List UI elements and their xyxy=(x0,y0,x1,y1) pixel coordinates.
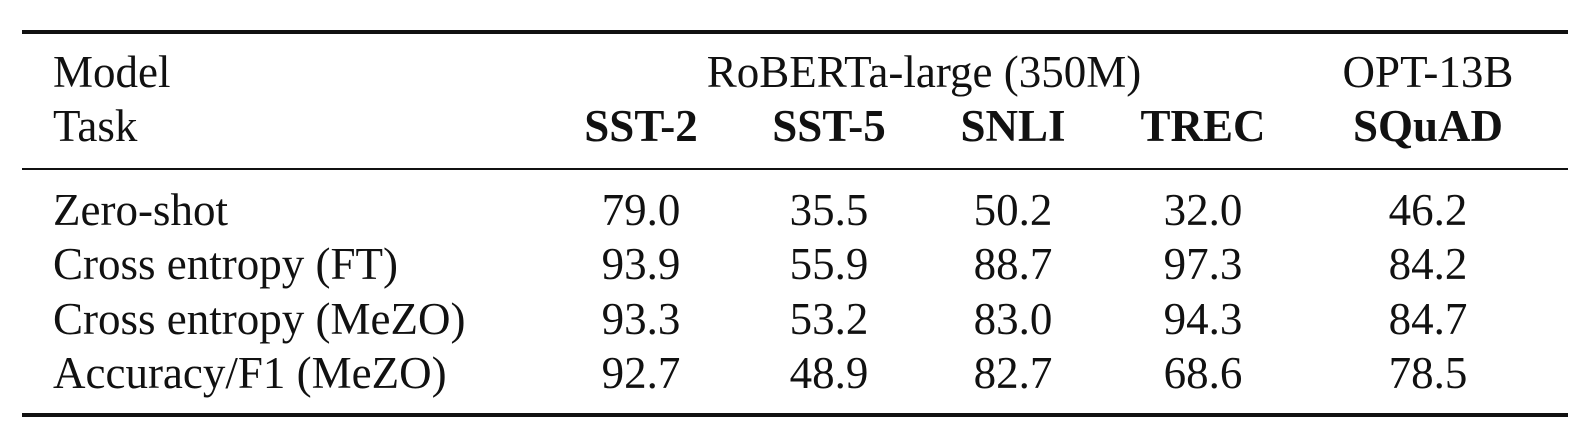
table-cell: 97.3 xyxy=(1163,239,1243,289)
row-label: Accuracy/F1 (MeZO) xyxy=(53,348,447,398)
table-cell: 55.9 xyxy=(789,239,869,289)
table-cell: 92.7 xyxy=(601,348,681,398)
bottom-rule xyxy=(22,413,1568,417)
opt-group-header: OPT-13B xyxy=(1342,47,1514,97)
task-sst2-header: SST-2 xyxy=(584,101,698,151)
table-cell: 84.2 xyxy=(1388,239,1468,289)
table-cell: 82.7 xyxy=(973,348,1053,398)
task-sst5-header: SST-5 xyxy=(772,101,886,151)
task-snli-header: SNLI xyxy=(960,101,1066,151)
table-cell: 50.2 xyxy=(973,185,1053,235)
table-cell: 68.6 xyxy=(1163,348,1243,398)
table-cell: 79.0 xyxy=(601,185,681,235)
table-cell: 93.3 xyxy=(601,294,681,344)
table-cell: 93.9 xyxy=(601,239,681,289)
table-cell: 53.2 xyxy=(789,294,869,344)
table-cell: 83.0 xyxy=(973,294,1053,344)
model-header: Model xyxy=(53,47,171,97)
header-rule xyxy=(22,168,1568,170)
table-cell: 84.7 xyxy=(1388,294,1468,344)
table-cell: 94.3 xyxy=(1163,294,1243,344)
table-cell: 48.9 xyxy=(789,348,869,398)
top-rule xyxy=(22,30,1568,34)
table-cell: 88.7 xyxy=(973,239,1053,289)
task-header: Task xyxy=(53,101,138,151)
roberta-group-header: RoBERTa-large (350M) xyxy=(706,47,1142,97)
table-cell: 35.5 xyxy=(789,185,869,235)
task-squad-header: SQuAD xyxy=(1352,101,1504,151)
row-label: Cross entropy (FT) xyxy=(53,239,398,289)
row-label: Cross entropy (MeZO) xyxy=(53,294,466,344)
table-cell: 32.0 xyxy=(1163,185,1243,235)
table-cell: 46.2 xyxy=(1388,185,1468,235)
row-label: Zero-shot xyxy=(53,185,228,235)
table-cell: 78.5 xyxy=(1388,348,1468,398)
task-trec-header: TREC xyxy=(1140,101,1266,151)
